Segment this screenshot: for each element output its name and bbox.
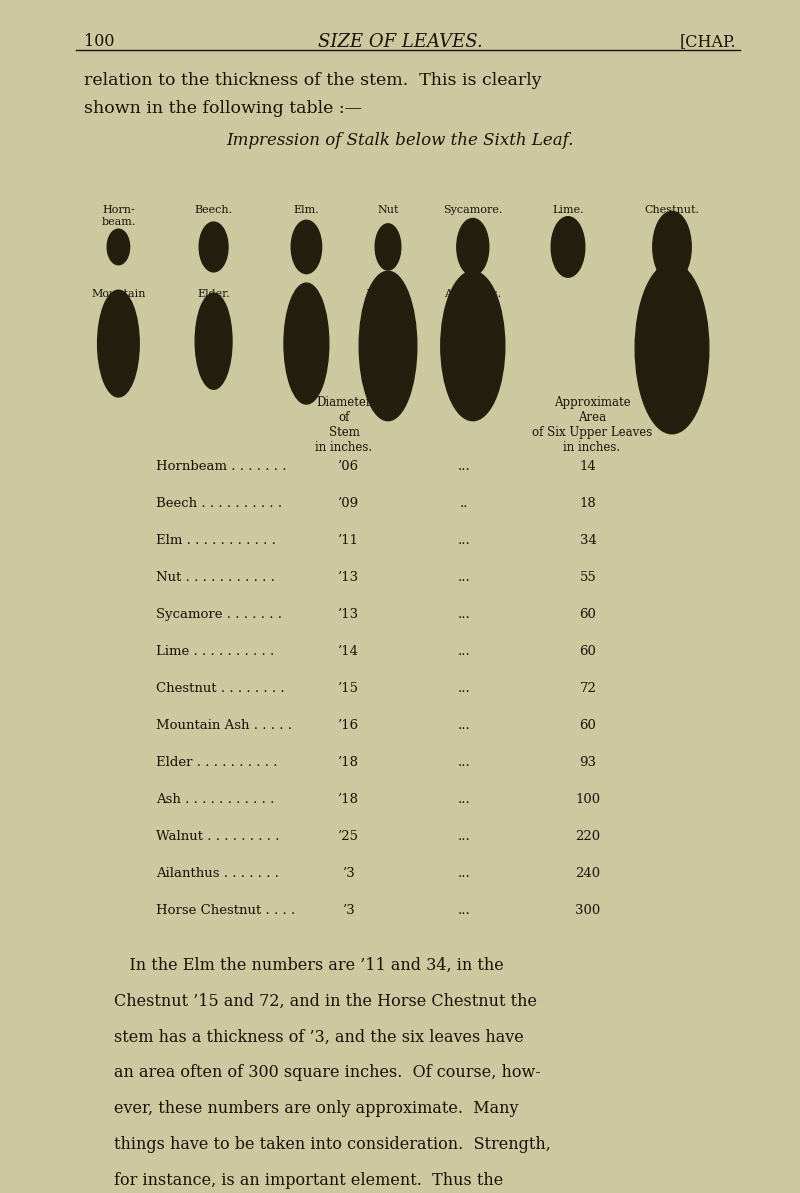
Text: Walnut.: Walnut. bbox=[366, 289, 410, 298]
Ellipse shape bbox=[457, 218, 489, 276]
Ellipse shape bbox=[284, 283, 329, 404]
Text: ever, these numbers are only approximate.  Many: ever, these numbers are only approximate… bbox=[114, 1100, 518, 1117]
Text: Horse Chestnut . . . .: Horse Chestnut . . . . bbox=[156, 904, 295, 917]
Text: Beech.: Beech. bbox=[194, 205, 233, 215]
Text: ’3: ’3 bbox=[342, 867, 354, 880]
Text: for instance, is an important element.  Thus the: for instance, is an important element. T… bbox=[114, 1172, 503, 1188]
Text: ...: ... bbox=[458, 904, 470, 917]
Text: ’18: ’18 bbox=[338, 756, 358, 769]
Text: Ailanthus . . . . . . .: Ailanthus . . . . . . . bbox=[156, 867, 279, 880]
Text: Beech . . . . . . . . . .: Beech . . . . . . . . . . bbox=[156, 497, 282, 511]
Text: ’06: ’06 bbox=[338, 460, 358, 474]
Ellipse shape bbox=[653, 211, 691, 283]
Text: ’09: ’09 bbox=[338, 497, 358, 511]
Ellipse shape bbox=[441, 271, 505, 421]
Text: 18: 18 bbox=[580, 497, 596, 511]
Text: Approximate
Area
of Six Upper Leaves
in inches.: Approximate Area of Six Upper Leaves in … bbox=[532, 396, 652, 455]
Text: Ash . . . . . . . . . . .: Ash . . . . . . . . . . . bbox=[156, 793, 274, 806]
Text: 60: 60 bbox=[579, 719, 597, 733]
Text: [CHAP.: [CHAP. bbox=[679, 33, 736, 50]
Text: Hornbeam . . . . . . .: Hornbeam . . . . . . . bbox=[156, 460, 286, 474]
Text: 100: 100 bbox=[575, 793, 601, 806]
Text: 60: 60 bbox=[579, 608, 597, 622]
Text: ’18: ’18 bbox=[338, 793, 358, 806]
Text: Diameter
of
Stem
in inches.: Diameter of Stem in inches. bbox=[315, 396, 373, 455]
Text: Mountain
Ash.: Mountain Ash. bbox=[91, 289, 146, 310]
Text: 300: 300 bbox=[575, 904, 601, 917]
Ellipse shape bbox=[107, 229, 130, 265]
Text: ’16: ’16 bbox=[338, 719, 358, 733]
Text: ...: ... bbox=[458, 571, 470, 585]
Ellipse shape bbox=[635, 262, 709, 434]
Ellipse shape bbox=[375, 224, 401, 270]
Text: ...: ... bbox=[458, 645, 470, 659]
Text: Lime.: Lime. bbox=[552, 205, 584, 215]
Text: ...: ... bbox=[458, 867, 470, 880]
Ellipse shape bbox=[195, 293, 232, 389]
Text: ’15: ’15 bbox=[338, 682, 358, 696]
Text: things have to be taken into consideration.  Strength,: things have to be taken into considerati… bbox=[114, 1136, 550, 1152]
Text: Elm.: Elm. bbox=[294, 205, 319, 215]
Text: Chestnut ’15 and 72, and in the Horse Chestnut the: Chestnut ’15 and 72, and in the Horse Ch… bbox=[114, 993, 537, 1009]
Text: Horse
Chestnut.: Horse Chestnut. bbox=[645, 289, 699, 310]
Text: Elm . . . . . . . . . . .: Elm . . . . . . . . . . . bbox=[156, 534, 276, 548]
Text: Lime . . . . . . . . . .: Lime . . . . . . . . . . bbox=[156, 645, 274, 659]
Text: ...: ... bbox=[458, 719, 470, 733]
Text: ...: ... bbox=[458, 460, 470, 474]
Text: 60: 60 bbox=[579, 645, 597, 659]
Text: ...: ... bbox=[458, 793, 470, 806]
Ellipse shape bbox=[199, 222, 228, 272]
Text: relation to the thickness of the stem.  This is clearly: relation to the thickness of the stem. T… bbox=[84, 72, 542, 88]
Text: shown in the following table :—: shown in the following table :— bbox=[84, 100, 362, 117]
Text: Horn-
beam.: Horn- beam. bbox=[102, 205, 135, 227]
Text: ...: ... bbox=[458, 608, 470, 622]
Text: 100: 100 bbox=[84, 33, 114, 50]
Text: 34: 34 bbox=[579, 534, 597, 548]
Ellipse shape bbox=[98, 290, 139, 397]
Text: Sycamore.: Sycamore. bbox=[443, 205, 502, 215]
Text: stem has a thickness of ’3, and the six leaves have: stem has a thickness of ’3, and the six … bbox=[114, 1028, 523, 1045]
Text: Nut . . . . . . . . . . .: Nut . . . . . . . . . . . bbox=[156, 571, 275, 585]
Text: ...: ... bbox=[458, 682, 470, 696]
Text: In the Elm the numbers are ’11 and 34, in the: In the Elm the numbers are ’11 and 34, i… bbox=[114, 957, 503, 973]
Text: Impression of Stalk below the Sixth Leaf.: Impression of Stalk below the Sixth Leaf… bbox=[226, 132, 574, 149]
Ellipse shape bbox=[359, 271, 417, 421]
Text: 55: 55 bbox=[580, 571, 596, 585]
Text: ’14: ’14 bbox=[338, 645, 358, 659]
Text: Sycamore . . . . . . .: Sycamore . . . . . . . bbox=[156, 608, 282, 622]
Text: Walnut . . . . . . . . .: Walnut . . . . . . . . . bbox=[156, 830, 279, 843]
Text: Mountain Ash . . . . .: Mountain Ash . . . . . bbox=[156, 719, 292, 733]
Text: 93: 93 bbox=[579, 756, 597, 769]
Text: ’11: ’11 bbox=[338, 534, 358, 548]
Text: 220: 220 bbox=[575, 830, 601, 843]
Text: Elder . . . . . . . . . .: Elder . . . . . . . . . . bbox=[156, 756, 278, 769]
Text: 14: 14 bbox=[580, 460, 596, 474]
Text: ’3: ’3 bbox=[342, 904, 354, 917]
Text: Ailanthus.: Ailanthus. bbox=[444, 289, 502, 298]
Text: ..: .. bbox=[460, 497, 468, 511]
Text: ...: ... bbox=[458, 756, 470, 769]
Text: Chestnut.: Chestnut. bbox=[645, 205, 699, 215]
Text: ’25: ’25 bbox=[338, 830, 358, 843]
Text: ...: ... bbox=[458, 830, 470, 843]
Text: ’13: ’13 bbox=[338, 571, 358, 585]
Text: ’13: ’13 bbox=[338, 608, 358, 622]
Ellipse shape bbox=[551, 217, 585, 277]
Text: an area often of 300 square inches.  Of course, how-: an area often of 300 square inches. Of c… bbox=[114, 1064, 540, 1081]
Text: ...: ... bbox=[458, 534, 470, 548]
Text: Chestnut . . . . . . . .: Chestnut . . . . . . . . bbox=[156, 682, 285, 696]
Ellipse shape bbox=[291, 221, 322, 273]
Text: SIZE OF LEAVES.: SIZE OF LEAVES. bbox=[318, 33, 482, 51]
Text: Ash.: Ash. bbox=[294, 289, 318, 298]
Text: Nut: Nut bbox=[378, 205, 398, 215]
Text: 72: 72 bbox=[579, 682, 597, 696]
Text: 240: 240 bbox=[575, 867, 601, 880]
Text: Elder.: Elder. bbox=[198, 289, 230, 298]
